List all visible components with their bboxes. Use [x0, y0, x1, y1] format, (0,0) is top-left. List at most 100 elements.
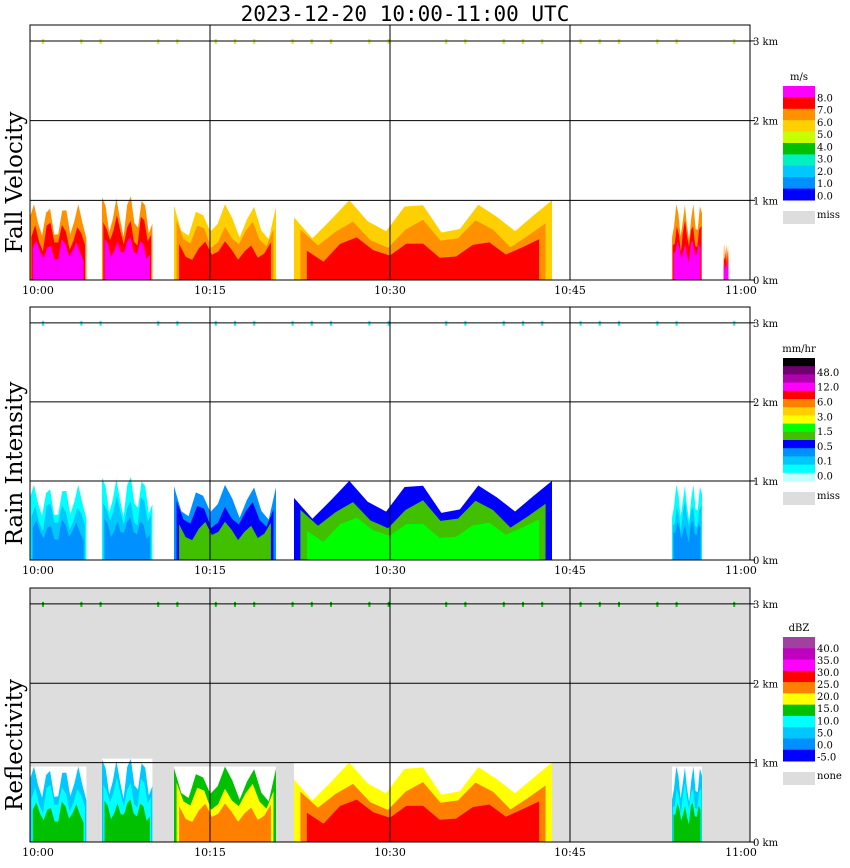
legend-swatch: [783, 423, 815, 433]
legend-swatch: [783, 374, 815, 384]
echo-region: [32, 801, 84, 842]
panel-frame: [29, 306, 751, 561]
echo-region: [104, 237, 150, 280]
legend-swatch: [783, 108, 815, 121]
legend-level-label: 3.0: [817, 155, 833, 166]
echo-region: [179, 241, 271, 280]
panel-frame: [29, 24, 751, 281]
height-tick-label: 1 km: [753, 477, 779, 488]
legend-swatch: [783, 472, 815, 482]
height-tick-label: 0 km: [753, 838, 779, 849]
height-tick-label: 3 km: [753, 600, 779, 611]
legend-swatch: [783, 749, 815, 762]
legend-level-label: 0.0: [817, 740, 833, 751]
legend-swatch: [783, 648, 815, 661]
legend-level-label: 6.0: [817, 397, 833, 408]
legend-miss-swatch: [783, 211, 815, 224]
legend-swatch: [783, 143, 815, 155]
legend-level-label: 2.0: [817, 167, 833, 178]
panel-title: Rain Intensity: [2, 381, 28, 545]
echo-region: [32, 239, 84, 280]
panel-title: Reflectivity: [2, 679, 28, 811]
time-tick-label: 10:30: [374, 564, 406, 577]
height-tick-label: 3 km: [753, 37, 779, 48]
echo-region: [673, 240, 701, 280]
legend-swatch: [783, 464, 815, 474]
time-tick-label: 11:00: [725, 284, 757, 297]
legend-level-label: -5.0: [817, 752, 836, 763]
legend-level-label: 0.1: [817, 457, 833, 468]
time-tick-label: 10:45: [554, 846, 586, 859]
legend-level-label: 35.0: [817, 656, 839, 667]
time-tick-label: 10:15: [194, 846, 226, 859]
echo-region: [104, 799, 150, 842]
legend-miss-label: none: [817, 771, 842, 782]
legend-level-label: 0.5: [817, 442, 833, 453]
legend-swatch: [783, 456, 815, 466]
legend-level-label: 1.0: [817, 179, 833, 190]
echo-region: [306, 799, 540, 842]
legend-unit: dBZ: [789, 623, 810, 634]
legend-level-label: 6.0: [817, 118, 833, 129]
panel-frame: [29, 587, 751, 843]
legend-level-label: 12.0: [817, 383, 839, 394]
legend-level-label: 3.0: [817, 412, 833, 423]
legend-level-label: 10.0: [817, 716, 839, 727]
legend-level-label: 7.0: [817, 106, 833, 117]
legend-swatch: [783, 97, 815, 110]
legend-swatch: [783, 131, 815, 144]
echo-region: [104, 517, 150, 560]
time-tick-label: 10:30: [374, 284, 406, 297]
legend-swatch: [783, 415, 815, 425]
legend-level-label: 5.0: [817, 130, 833, 141]
legend-swatch: [783, 715, 815, 728]
legend-swatch: [783, 382, 815, 392]
legend-level-label: 15.0: [817, 704, 839, 715]
time-tick-label: 10:45: [554, 564, 586, 577]
legend-level-label: 0.0: [817, 472, 833, 483]
time-tick-label: 10:15: [194, 564, 226, 577]
height-tick-label: 1 km: [753, 759, 779, 770]
time-tick-label: 10:30: [374, 846, 406, 859]
legend-swatch: [783, 86, 815, 98]
legend-level-label: 4.0: [817, 142, 833, 153]
legend-swatch: [783, 399, 815, 408]
legend-swatch: [783, 659, 815, 672]
legend-level-label: 25.0: [817, 680, 839, 691]
legend-swatch: [783, 358, 815, 367]
legend-swatch: [783, 637, 815, 649]
legend-level-label: 48.0: [817, 368, 839, 379]
time-tick-label: 10:00: [22, 846, 54, 859]
time-tick-label: 11:00: [725, 564, 757, 577]
echo-region: [179, 521, 271, 560]
legend-swatch: [783, 431, 815, 441]
time-tick-label: 10:00: [22, 284, 54, 297]
echo-region: [673, 520, 701, 560]
legend-swatch: [783, 407, 815, 416]
legend-swatch: [783, 390, 815, 400]
legend-level-label: 40.0: [817, 644, 839, 655]
panel-title: Fall Velocity: [2, 112, 28, 254]
height-tick-label: 3 km: [753, 319, 779, 330]
time-tick-label: 10:15: [194, 284, 226, 297]
height-tick-label: 0 km: [753, 276, 779, 287]
legend-swatch: [783, 120, 815, 133]
legend-miss-swatch: [783, 492, 815, 505]
legend-swatch: [783, 682, 815, 694]
legend-unit: mm/hr: [782, 344, 816, 355]
time-tick-label: 10:45: [554, 284, 586, 297]
legend-swatch: [783, 693, 815, 706]
time-tick-label: 11:00: [725, 846, 757, 859]
legend-level-label: 20.0: [817, 692, 839, 703]
legend-swatch: [783, 154, 815, 167]
legend-miss-label: miss: [817, 210, 840, 221]
legend-swatch: [783, 177, 815, 190]
legend-swatch: [783, 704, 815, 717]
legend-swatch: [783, 440, 815, 449]
height-tick-label: 1 km: [753, 196, 779, 207]
legend-swatch: [783, 188, 815, 201]
height-tick-label: 2 km: [753, 679, 779, 690]
echo-region: [723, 260, 729, 280]
legend-level-label: 0.0: [817, 191, 833, 202]
